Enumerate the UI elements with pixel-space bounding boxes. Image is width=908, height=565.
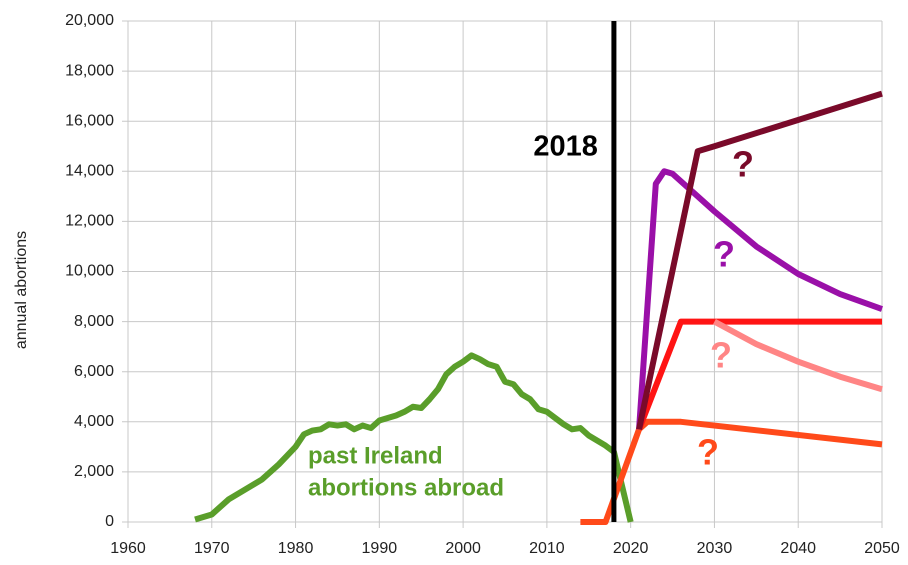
y-tick-label: 14,000 <box>65 163 114 180</box>
x-tick-label: 2030 <box>697 540 733 557</box>
x-tick-label: 1960 <box>110 540 146 557</box>
y-tick-label: 12,000 <box>65 213 114 230</box>
x-tick-label: 2020 <box>613 540 649 557</box>
marker-label: 2018 <box>533 131 598 163</box>
x-tick-label: 2050 <box>864 540 900 557</box>
y-tick-label: 6,000 <box>74 363 114 380</box>
y-tick-label: 18,000 <box>65 62 114 79</box>
y-tick-label: 10,000 <box>65 263 114 280</box>
y-tick-label: 0 <box>105 513 114 530</box>
annotation: ? <box>713 234 735 275</box>
y-axis-label: annual abortions <box>13 231 30 349</box>
annotation: ? <box>732 144 754 185</box>
annotation: ? <box>710 335 732 376</box>
series-line <box>713 318 883 393</box>
y-tick-label: 16,000 <box>65 112 114 129</box>
x-tick-label: 1990 <box>362 540 398 557</box>
y-tick-label: 8,000 <box>74 313 114 330</box>
annotation: ? <box>697 432 719 473</box>
y-tick-label: 2,000 <box>74 463 114 480</box>
annotation: abortions abroad <box>308 474 504 501</box>
x-tick-label: 2010 <box>529 540 565 557</box>
x-tick-label: 2000 <box>445 540 481 557</box>
x-tick-label: 2040 <box>780 540 816 557</box>
annotation: past Ireland <box>308 442 443 469</box>
y-tick-label: 20,000 <box>65 12 114 29</box>
x-tick-label: 1980 <box>278 540 314 557</box>
y-tick-label: 4,000 <box>74 413 114 430</box>
series-line <box>636 90 883 430</box>
series-line <box>636 168 884 430</box>
x-tick-label: 1970 <box>194 540 230 557</box>
series-line <box>194 352 634 523</box>
series-line <box>636 318 882 431</box>
